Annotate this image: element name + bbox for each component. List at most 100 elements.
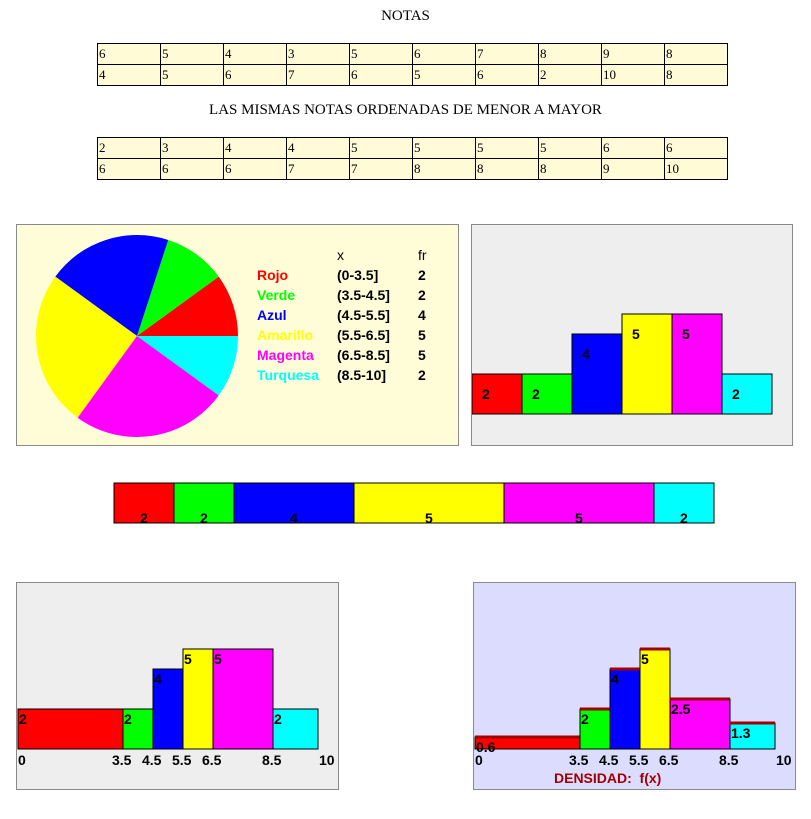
bar-value-label: 2 [732,386,740,402]
grades-table: 6 5 4 3 5 6 7 8 9 8 4 5 6 7 6 5 6 2 10 8 [97,43,728,86]
legend-interval: (8.5-10] [337,367,387,383]
x-tick-label: 10 [776,752,792,768]
x-tick-label: 6.5 [202,752,222,768]
sorted-grades-cell: 5 [349,137,413,159]
histogram-value-label: 2 [19,711,27,727]
legend-header-fr: fr [418,247,427,263]
bar [621,313,673,415]
density-panel: 0.6 2 4 5 2.5 1.3 0 3.5 4.5 5.5 6.5 8.5 10 DENSIDAD: … [473,582,796,790]
strip-segment-label: 2 [680,510,688,524]
grades-cell: 6 [223,64,287,86]
pie-legend: x fr Rojo (0-3.5] 2 Verde (3.5-4.5] 2 Azul (4.5… [257,247,447,397]
grades-cell: 3 [286,43,350,65]
density-bar [729,722,776,750]
sorted-grades-cell: 8 [412,158,476,180]
histogram-bar [272,708,319,750]
strip-segment-label: 4 [290,510,298,524]
sorted-grades-row: 6 6 6 7 7 8 8 8 9 10 [97,158,728,180]
grades-cell: 5 [412,64,476,86]
sorted-grades-cell: 4 [223,137,287,159]
grades-cell: 4 [97,64,161,86]
grades-cell: 5 [160,64,224,86]
strip-segment [113,482,175,524]
sorted-grades-cell: 6 [223,158,287,180]
bar-value-label: 2 [482,386,490,402]
strip-segment-label: 5 [425,510,433,524]
bar-chart: 2 2 4 5 5 2 [471,313,773,415]
legend-interval: (3.5-4.5] [337,287,390,303]
sorted-grades-cell: 2 [97,137,161,159]
grades-cell: 6 [412,43,476,65]
legend-fr: 5 [418,327,426,343]
sorted-grades-cell: 10 [664,158,728,180]
strip-segment-label: 2 [140,510,148,524]
pie-slice-rojo [137,276,238,336]
sorted-grades-cell: 5 [475,137,539,159]
x-tick-label: 6.5 [659,752,679,768]
strip-segment-label: 5 [575,510,583,524]
grades-cell: 5 [349,43,413,65]
histogram-value-label: 5 [214,651,222,667]
pie-slice-magenta [77,336,219,437]
grades-cell: 6 [475,64,539,86]
histogram-value-label: 5 [184,651,192,667]
grades-cell: 4 [223,43,287,65]
legend-interval: (6.5-8.5] [337,347,390,363]
x-axis-label: DENSIDAD: f(x) [554,770,661,786]
grades-cell: 7 [475,43,539,65]
legend-fr: 2 [418,267,426,283]
histogram-value-label: 2 [274,711,282,727]
grades-cell: 8 [538,43,602,65]
density-value-label: 2.5 [671,701,691,717]
legend-name: Magenta [257,347,314,363]
grades-cell: 5 [160,43,224,65]
histogram-bar [17,708,124,750]
density-bar [669,698,731,750]
strip-segment [233,482,355,524]
sorted-grades-cell: 6 [97,158,161,180]
legend-name: Amarillo [257,327,314,343]
grades-title: NOTAS [381,8,430,24]
strip-segment [503,482,655,524]
bar-chart-panel: 2 2 4 5 5 2 [471,224,793,446]
x-tick-label: 5.5 [629,752,649,768]
bar [571,333,623,415]
x-tick-label: 10 [319,752,335,768]
bar-value-label: 5 [682,326,690,342]
strip-segment [353,482,505,524]
histogram-bar [182,648,214,750]
x-tick-label: 4.5 [142,752,162,768]
sorted-grades-cell: 9 [601,158,665,180]
sorted-grades-table: 2 3 4 4 5 5 5 5 6 6 6 6 6 7 7 8 8 8 9 10 [97,137,728,180]
bar [471,373,523,415]
grades-cell: 10 [601,64,665,86]
grades-cell: 6 [349,64,413,86]
legend-name: Azul [257,307,287,323]
histogram-value-label: 4 [154,671,162,687]
strip-segment [173,482,235,524]
sorted-grades-cell: 7 [349,158,413,180]
grades-cell: 9 [601,43,665,65]
x-tick-label: 8.5 [719,752,739,768]
x-tick-label: 0 [18,752,26,768]
sorted-grades-cell: 8 [475,158,539,180]
sorted-grades-title: LAS MISMAS NOTAS ORDENADAS DE MENOR A MA… [209,102,602,118]
x-tick-label: 3.5 [112,752,132,768]
x-tick-label: 0 [475,752,483,768]
bar-value-label: 2 [532,386,540,402]
x-tick-label: 5.5 [172,752,192,768]
histogram-chart: 2 2 4 5 5 2 0 3.5 4.5 5.5 6.5 8.5 10 [17,648,335,768]
legend-name: Turquesa [257,367,319,383]
legend-header-x: x [337,247,344,263]
density-value-label: 1.3 [731,725,751,741]
legend-name: Rojo [257,267,289,283]
sorted-grades-cell: 4 [286,137,350,159]
pie-slice-verde [137,239,219,336]
grades-cell: 7 [286,64,350,86]
bar [721,373,773,415]
sorted-grades-cell: 6 [601,137,665,159]
histogram-panel: 2 2 4 5 5 2 0 3.5 4.5 5.5 6.5 8.5 10 [16,582,339,790]
legend-interval: (0-3.5] [337,267,379,283]
strip-segment-label: 2 [200,510,208,524]
